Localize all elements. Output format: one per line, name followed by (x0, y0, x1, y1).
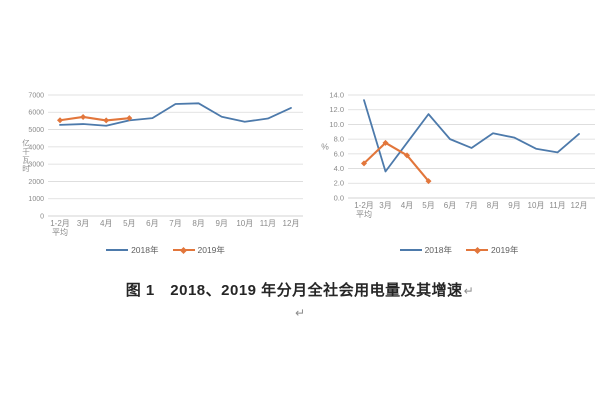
legend-item-2019: 2019年 (466, 246, 518, 255)
x-tick-label: 3月 (77, 219, 89, 228)
x-tick-label: 7月 (169, 219, 181, 228)
x-tick-label: 7月 (465, 201, 477, 210)
x-tick-label: 9月 (508, 201, 520, 210)
x-tick-label: 6月 (146, 219, 158, 228)
data-point-marker (80, 113, 87, 120)
x-tick-label: 9月 (215, 219, 227, 228)
y-tick-label: 6.0 (334, 149, 344, 158)
x-tick-label: 平均 (356, 209, 372, 219)
line-marker-swatch-2019 (466, 246, 488, 254)
x-tick-label: 5月 (123, 219, 135, 228)
x-tick-label: 10月 (528, 201, 545, 210)
y-axis-title: 千 (22, 146, 30, 156)
legend-item-2018: 2018年 (399, 244, 452, 255)
y-tick-label: 2000 (28, 179, 44, 186)
x-tick-label: 平均 (52, 227, 68, 237)
figure-caption-row: 图 1 2018、2019 年分月全社会用电量及其增速↵ (25, 279, 575, 300)
y-tick-label: 14.0 (329, 90, 344, 99)
x-tick-label: 10月 (236, 219, 253, 228)
line-marker-swatch-2019 (172, 246, 195, 254)
y-tick-label: 8.0 (334, 135, 344, 144)
x-tick-label: 8月 (192, 219, 204, 228)
x-tick-label: 5月 (422, 201, 434, 210)
paragraph-return-mark: ↵ (463, 284, 475, 298)
diamond-marker-icon (473, 246, 481, 254)
y-axis-title: 亿 (22, 137, 30, 147)
data-point-marker (57, 117, 63, 124)
legend-item-2018: 2018年 (106, 244, 159, 255)
x-tick-label: 12月 (283, 219, 300, 228)
y-tick-label: 5000 (28, 127, 44, 134)
y-axis-title: % (321, 142, 329, 152)
diamond-marker-icon (179, 246, 188, 254)
consumption-chart-legend: 2018年 2019年 (18, 244, 313, 256)
growth-rate-chart: 0.0 2.0 4.0 6.0 8.0 10.0 12.0 14.0% 1-2月 平均 3月 4月 5月… (318, 82, 600, 242)
y-tick-label: 4.0 (334, 164, 344, 173)
y-tick-label: 6000 (28, 110, 44, 117)
x-tick-label: 1-2月 (354, 201, 374, 210)
legend-label-2018: 2018年 (131, 244, 159, 255)
line-swatch-2018 (106, 249, 129, 251)
y-axis-title: 时 (22, 163, 30, 173)
legend-label-2018: 2018年 (424, 244, 452, 255)
legend-label-2019: 2019年 (197, 244, 225, 255)
y-tick-label: 12.0 (329, 105, 344, 114)
growth-chart-legend: 2018年 2019年 (318, 244, 600, 256)
x-tick-label: 11月 (260, 219, 276, 228)
data-point-marker (404, 152, 410, 159)
x-tick-label: 11月 (549, 201, 565, 210)
y-tick-label: 1000 (28, 196, 44, 203)
data-point-marker (361, 160, 367, 167)
data-point-marker (103, 117, 110, 124)
y-tick-label: 3000 (28, 162, 44, 169)
line-swatch-2018 (399, 249, 422, 251)
data-point-marker (126, 115, 133, 122)
x-tick-label: 6月 (444, 201, 456, 210)
x-tick-label: 4月 (100, 219, 112, 228)
legend-item-2019: 2019年 (172, 244, 225, 255)
x-tick-label: 12月 (571, 201, 588, 210)
data-point-marker (425, 178, 432, 185)
empty-paragraph-row: ↵ (25, 306, 575, 320)
figure-caption: 图 1 2018、2019 年分月全社会用电量及其增速 (125, 282, 463, 299)
y-tick-label: 10.0 (329, 120, 344, 129)
series-line-2018年 (59, 102, 292, 127)
y-tick-label: 4000 (28, 144, 44, 151)
legend-label-2019: 2019年 (491, 244, 519, 255)
data-point-marker (382, 139, 389, 146)
x-tick-label: 1-2月 (50, 219, 70, 228)
series-line-2019年 (362, 141, 430, 183)
series-line-2018年 (363, 99, 580, 173)
x-tick-label: 3月 (379, 201, 391, 210)
y-tick-label: 2.0 (334, 179, 344, 188)
electricity-consumption-chart: 0 1000 2000 3000 4000 5000 6000 7000 亿千瓦时 1-2月 平均 3… (18, 82, 313, 242)
x-tick-label: 4月 (401, 201, 413, 210)
y-axis-title: 瓦 (22, 155, 30, 164)
paragraph-return-mark: ↵ (294, 306, 306, 320)
y-tick-label: 0.0 (334, 193, 344, 202)
x-tick-label: 8月 (487, 201, 499, 210)
y-tick-label: 0 (40, 213, 44, 220)
series-line-2019年 (58, 115, 131, 122)
y-tick-label: 7000 (28, 92, 44, 99)
